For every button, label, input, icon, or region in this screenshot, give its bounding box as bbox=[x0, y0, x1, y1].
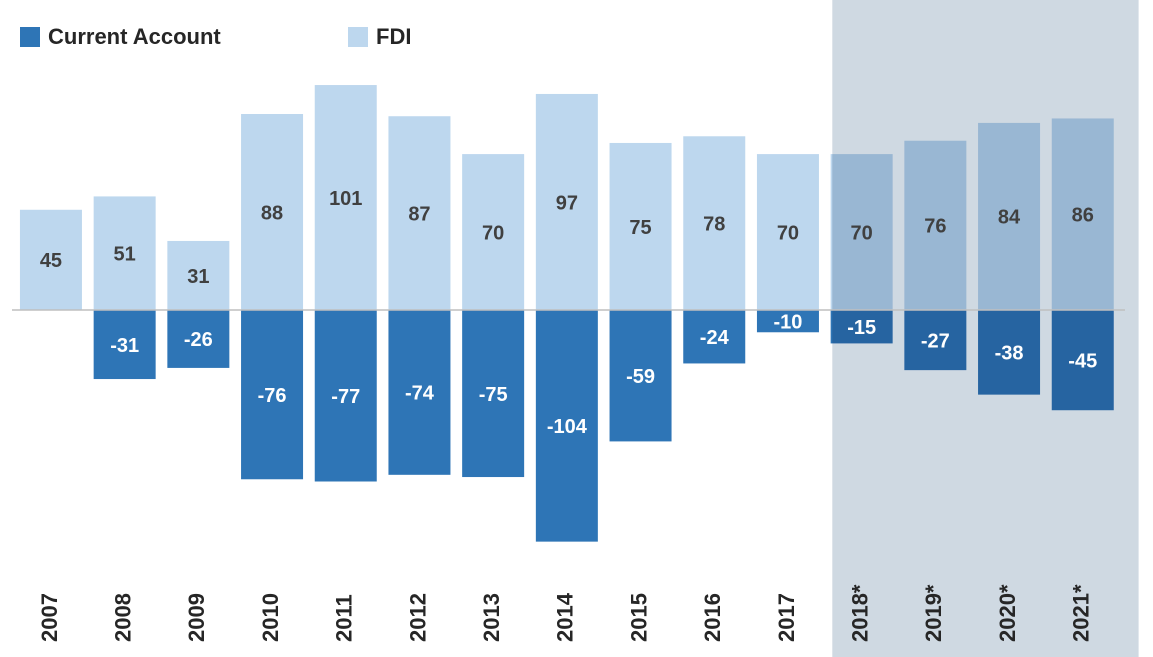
bar bbox=[462, 310, 525, 478]
bar bbox=[167, 240, 230, 310]
data-label: 87 bbox=[408, 203, 430, 225]
data-label: -38 bbox=[995, 343, 1024, 365]
data-label: 84 bbox=[998, 207, 1021, 229]
bar bbox=[167, 310, 230, 368]
bar bbox=[904, 310, 967, 371]
bar bbox=[683, 310, 746, 364]
data-label: 51 bbox=[114, 243, 136, 265]
x-tick-label: 2014 bbox=[553, 592, 578, 642]
legend-label: FDI bbox=[376, 24, 411, 49]
data-label: -59 bbox=[626, 366, 655, 388]
bar bbox=[978, 310, 1041, 395]
bar bbox=[830, 154, 893, 310]
bar bbox=[683, 136, 746, 310]
bar bbox=[388, 116, 451, 311]
data-label: -45 bbox=[1068, 350, 1097, 372]
bar bbox=[609, 310, 672, 442]
x-tick-label: 2018* bbox=[847, 584, 872, 642]
x-tick-label: 2007 bbox=[37, 593, 62, 642]
bar bbox=[535, 93, 598, 310]
x-tick-label: 2011 bbox=[332, 594, 357, 642]
data-label: -75 bbox=[479, 384, 508, 406]
bar bbox=[1051, 118, 1114, 310]
bar bbox=[609, 142, 672, 310]
x-tick-label: 2013 bbox=[479, 593, 504, 642]
data-label: 86 bbox=[1072, 205, 1094, 227]
legend-swatch bbox=[348, 27, 368, 47]
legend-label: Current Account bbox=[48, 24, 221, 49]
data-label: 70 bbox=[777, 222, 799, 244]
legend-swatch bbox=[20, 27, 40, 47]
x-tick-label: 2010 bbox=[258, 593, 283, 642]
data-label: 101 bbox=[329, 188, 362, 210]
bar bbox=[535, 310, 598, 542]
bar bbox=[241, 310, 304, 480]
data-label: 97 bbox=[556, 192, 578, 214]
data-label: -77 bbox=[331, 386, 360, 408]
data-label: 70 bbox=[482, 222, 504, 244]
data-label: -104 bbox=[547, 416, 588, 438]
data-label: 78 bbox=[703, 213, 725, 235]
bar bbox=[19, 209, 82, 310]
bar bbox=[1051, 310, 1114, 411]
data-label: -26 bbox=[184, 329, 213, 351]
bar bbox=[93, 196, 156, 310]
data-label: 75 bbox=[629, 217, 651, 239]
bar bbox=[314, 85, 377, 310]
bar bbox=[93, 310, 156, 380]
data-label: 45 bbox=[40, 250, 62, 272]
data-label: -31 bbox=[110, 335, 139, 357]
bar bbox=[756, 154, 819, 310]
bar bbox=[756, 310, 819, 333]
x-tick-label: 2012 bbox=[405, 593, 430, 642]
data-label: -27 bbox=[921, 330, 950, 352]
data-label: 88 bbox=[261, 202, 283, 224]
x-tick-label: 2009 bbox=[184, 593, 209, 642]
x-tick-label: 2017 bbox=[774, 593, 799, 642]
bar bbox=[241, 114, 304, 310]
data-label: 70 bbox=[851, 222, 873, 244]
x-tick-label: 2019* bbox=[921, 584, 946, 642]
data-label: 76 bbox=[924, 216, 946, 238]
bar bbox=[388, 310, 451, 475]
data-label: 31 bbox=[187, 266, 209, 288]
x-tick-label: 2008 bbox=[110, 593, 135, 642]
data-label: -76 bbox=[258, 385, 287, 407]
data-label: -24 bbox=[700, 327, 730, 349]
x-tick-label: 2021* bbox=[1069, 584, 1094, 642]
bar bbox=[462, 154, 525, 310]
bar bbox=[904, 140, 967, 310]
bar bbox=[314, 310, 377, 482]
x-tick-label: 2015 bbox=[626, 593, 651, 642]
data-label: -15 bbox=[847, 317, 876, 339]
bar bbox=[830, 310, 893, 344]
data-label: -10 bbox=[773, 311, 802, 333]
x-tick-label: 2016 bbox=[700, 593, 725, 642]
data-label: -74 bbox=[405, 383, 435, 405]
x-tick-label: 2020* bbox=[995, 584, 1020, 642]
bar bbox=[978, 122, 1041, 310]
